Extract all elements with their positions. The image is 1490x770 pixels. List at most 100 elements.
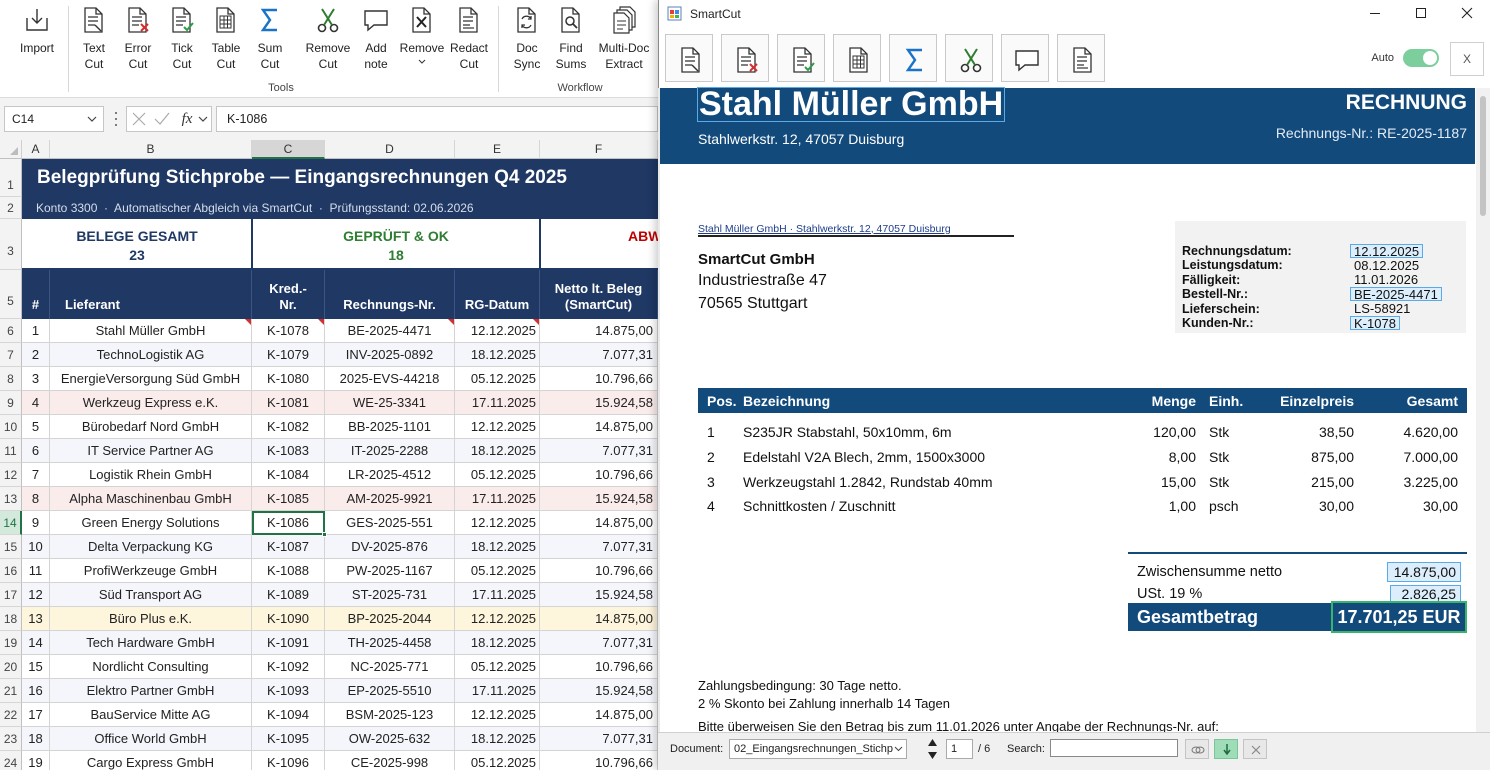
select-chevron [894,746,903,752]
item-cell: Stk [1209,473,1230,490]
separator-dots-part [115,124,117,126]
ribbon-button[interactable]: Add note [354,2,398,76]
scrollbar [1476,88,1490,732]
kpi-label: ABW [628,228,662,244]
button-icon-part [140,23,149,32]
button-icon [172,7,194,33]
ribbon-button[interactable]: Remove [398,2,446,76]
cell: 14.875,00 [540,607,658,631]
recipient-line: SmartCut GmbH [698,250,815,268]
ribbon-button[interactable]: Sum Cut [249,2,291,76]
ribbon-button[interactable]: Remove Cut [301,2,355,76]
cell: 10.796,66 [540,463,658,487]
cell: 12.12.2025 [455,319,540,343]
toolbar-button[interactable] [1001,34,1049,82]
cell: 8 [22,487,50,511]
document-select[interactable]: 02_Eingangsrechnungen_Stichp [729,739,907,759]
ribbon-button[interactable]: Table Cut [205,2,247,76]
page-up [928,739,937,746]
corner-triangle-part [10,147,18,155]
cell: 7 [22,463,50,487]
enter-icon-part [154,112,170,125]
button-label: Add note [364,41,388,71]
ribbon-button[interactable]: Multi-Doc Extract [595,2,653,76]
cell: BE-2025-4471 [325,319,455,343]
cell: 12 [22,583,50,607]
button-icon [128,7,149,33]
button-icon-part [260,8,277,32]
row-number: 9 [0,391,22,415]
auto-toggle[interactable] [1403,49,1439,67]
ribbon-button[interactable]: Text Cut [73,2,115,76]
ribbon-button[interactable]: Tick Cut [161,2,203,76]
ribbon-button[interactable]: Error Cut [117,2,159,76]
button-icon [459,7,478,33]
clear-search-button[interactable] [1243,739,1267,759]
toolbar-button[interactable] [777,34,825,82]
group-separator [68,6,69,92]
cell: 12.12.2025 [455,703,540,727]
page-input[interactable]: 1 [946,739,973,759]
button-label: Import [19,41,54,55]
button-icon-part [521,16,532,28]
app-icon-part [675,15,679,18]
next-match-button[interactable] [1214,739,1238,759]
app-icon-part [675,10,679,14]
kpi-separator [539,219,541,270]
toolbar-icon-part [749,63,758,72]
close-button[interactable]: X [1450,42,1484,76]
ribbon-button[interactable]: Import [12,2,62,76]
ribbon-button[interactable]: Redact Cut [447,2,491,76]
cell: TH-2025-4458 [325,631,455,655]
items-header: Bezeichnung [743,392,831,409]
toolbar-icon-part [960,63,970,73]
cell: K-1092 [252,655,325,679]
button-label: Sum Cut [257,41,283,71]
button-label: Remove [399,41,445,55]
toolbar-button[interactable] [665,34,713,82]
cell: Office World GmbH [50,727,252,751]
meta-value: LS-58921 [1354,301,1411,317]
meta-label: Bestell-Nr.: [1182,287,1248,302]
grand-total-label: Gesamtbetrag [1137,606,1259,627]
cell: BSM-2025-123 [325,703,455,727]
cell: 15 [22,655,50,679]
payment-line: Zahlungsbedingung: 30 Tage netto. [698,677,902,693]
toolbar-button[interactable] [833,34,881,82]
toolbar-button[interactable] [889,34,937,82]
row-number: 6 [0,319,22,343]
sender-line: Stahl Müller GmbH · Stahlwerkstr. 12, 47… [698,222,951,235]
button-icon-part [572,23,578,29]
cell: BB-2025-1101 [325,415,455,439]
button-icon-part [26,18,48,31]
document-label: Document: [670,743,724,755]
page-up-part [928,739,937,746]
cell: EnergieVersorgung Süd GmbH [50,367,252,391]
item-cell: 120,00 [1153,424,1196,440]
cell: Süd Transport AG [50,583,252,607]
toolbar-icon-part [797,56,807,66]
button-label: Redact Cut [449,41,489,71]
toolbar-icon-part [691,64,699,72]
cell: 6 [22,439,50,463]
items-header-band [698,388,1467,413]
cell: 05.12.2025 [455,463,540,487]
toolbar-button[interactable] [1057,34,1105,82]
cell: DV-2025-876 [325,535,455,559]
auto-label: Auto [1371,52,1394,64]
search-button[interactable] [1185,739,1209,759]
cell: 17.11.2025 [455,487,540,511]
search-input[interactable] [1050,739,1178,757]
scrollbar-thumb [1480,96,1486,216]
column-header: D [325,140,455,159]
button-icon-part [617,20,626,30]
ribbon-button[interactable]: Doc Sync [506,2,548,76]
dropdown-chevron [418,59,426,64]
item-cell: 4 [707,498,715,515]
toolbar-button[interactable] [721,34,769,82]
ribbon-button[interactable]: Find Sums [550,2,592,76]
toolbar-button[interactable] [945,34,993,82]
cell: Delta Verpackung KG [50,535,252,559]
row-number: 16 [0,559,22,583]
cell: 2025-EVS-44218 [325,367,455,391]
